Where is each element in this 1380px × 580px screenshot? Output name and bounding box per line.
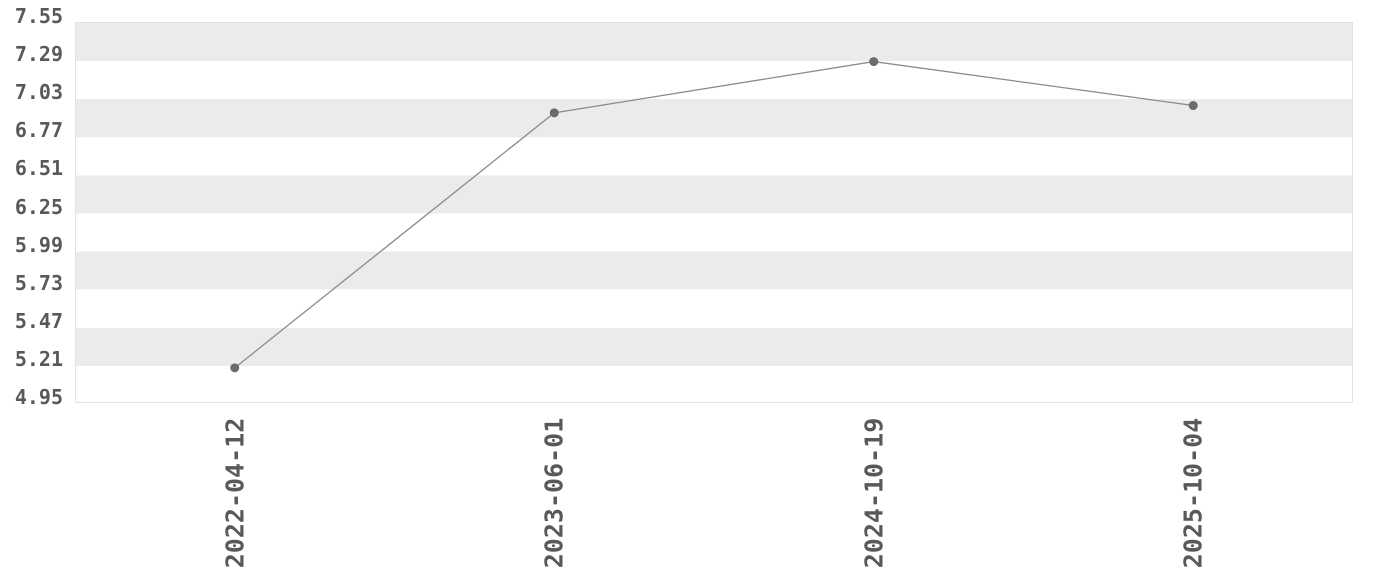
y-axis-tick-label: 6.25 (14, 194, 63, 219)
data-point-marker (230, 363, 240, 373)
data-point-marker (549, 108, 559, 118)
line-series-layer (230, 57, 1198, 373)
y-axis-tick-label: 7.03 (14, 80, 63, 105)
data-point-marker (869, 57, 879, 67)
y-axis-tick-label: 5.47 (14, 308, 63, 333)
y-axis-tick-label: 7.55 (14, 4, 63, 28)
y-axis-tick-label: 5.21 (14, 346, 63, 371)
y-axis-tick-label: 5.73 (14, 270, 63, 295)
x-axis-tick-label: 2022-04-12 (220, 417, 250, 569)
line-series (234, 60, 1194, 369)
y-axis-tick-label: 6.51 (14, 156, 63, 181)
x-axis-tick-label: 2024-10-19 (859, 417, 889, 569)
x-axis-tick-label: 2023-06-01 (539, 417, 569, 569)
y-axis-tick-label: 6.77 (14, 118, 63, 143)
x-axis-tick-label: 2025-10-04 (1178, 417, 1208, 569)
y-axis-tick-label: 5.99 (14, 232, 63, 257)
y-axis-tick-label: 4.95 (14, 385, 63, 409)
y-axis-tick-label: 7.29 (14, 42, 63, 67)
plot-area (75, 22, 1353, 403)
data-point-marker (1188, 101, 1198, 111)
